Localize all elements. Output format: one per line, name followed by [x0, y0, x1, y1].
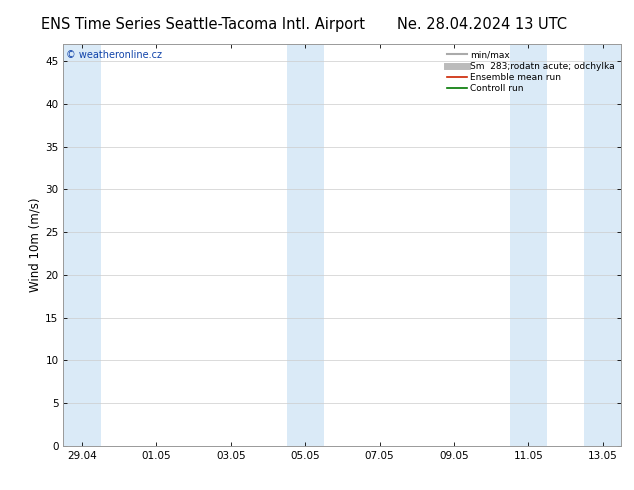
Bar [584, 44, 621, 446]
Text: © weatheronline.cz: © weatheronline.cz [66, 50, 162, 60]
Bar [510, 44, 547, 446]
Bar [63, 44, 101, 446]
Text: Ne. 28.04.2024 13 UTC: Ne. 28.04.2024 13 UTC [397, 17, 567, 32]
Y-axis label: Wind 10m (m/s): Wind 10m (m/s) [28, 198, 41, 292]
Bar [287, 44, 324, 446]
Text: ENS Time Series Seattle-Tacoma Intl. Airport: ENS Time Series Seattle-Tacoma Intl. Air… [41, 17, 365, 32]
Legend: min/max, Sm  283;rodatn acute; odchylka, Ensemble mean run, Controll run: min/max, Sm 283;rodatn acute; odchylka, … [445, 49, 617, 95]
